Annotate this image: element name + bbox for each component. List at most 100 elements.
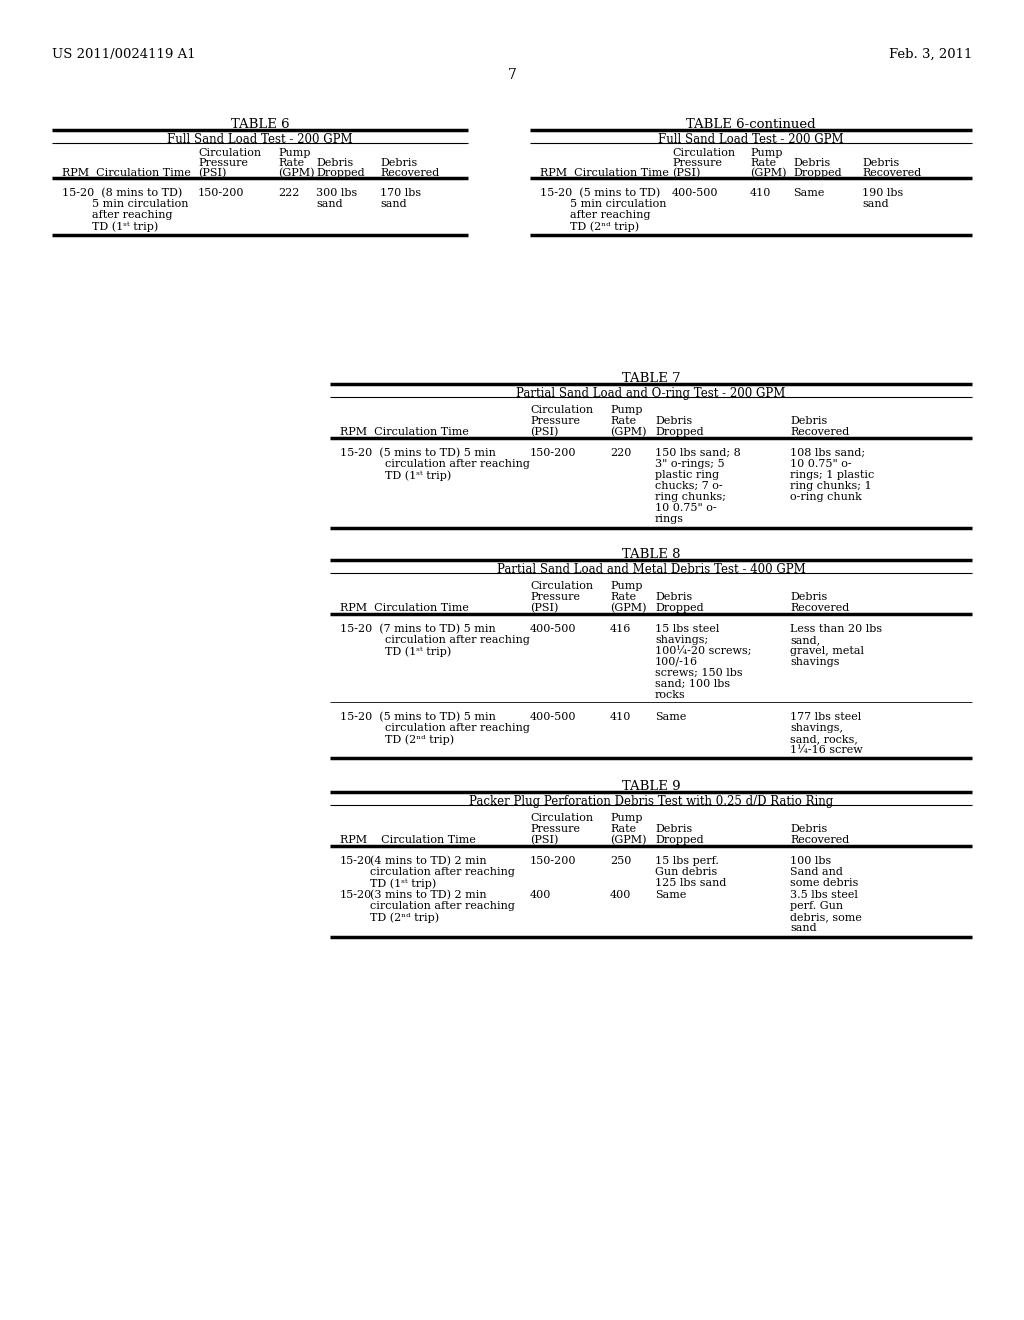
Text: ring chunks;: ring chunks; [655,492,726,502]
Text: Dropped: Dropped [655,426,703,437]
Text: 400-500: 400-500 [530,624,577,634]
Text: 10 0.75" o-: 10 0.75" o- [790,459,852,469]
Text: Debris: Debris [793,158,830,168]
Text: RPM  Circulation Time: RPM Circulation Time [540,168,669,178]
Text: 400: 400 [610,890,632,900]
Text: Pressure: Pressure [530,416,580,426]
Text: 150-200: 150-200 [198,187,245,198]
Text: Packer Plug Perforation Debris Test with 0.25 d/D Ratio Ring: Packer Plug Perforation Debris Test with… [469,795,834,808]
Text: 150-200: 150-200 [530,447,577,458]
Text: circulation after reaching: circulation after reaching [385,635,529,645]
Text: plastic ring: plastic ring [655,470,719,480]
Text: Partial Sand Load and Metal Debris Test - 400 GPM: Partial Sand Load and Metal Debris Test … [497,564,805,576]
Text: Circulation: Circulation [530,405,593,414]
Text: Circulation: Circulation [530,581,593,591]
Text: (GPM): (GPM) [610,426,646,437]
Text: circulation after reaching: circulation after reaching [385,459,529,469]
Text: Pressure: Pressure [672,158,722,168]
Text: 416: 416 [610,624,632,634]
Text: 15-20  (7 mins to TD) 5 min: 15-20 (7 mins to TD) 5 min [340,624,496,635]
Text: 3" o-rings; 5: 3" o-rings; 5 [655,459,725,469]
Text: 410: 410 [610,711,632,722]
Text: 7: 7 [508,69,516,82]
Text: 15-20  (5 mins to TD) 5 min: 15-20 (5 mins to TD) 5 min [340,447,496,458]
Text: TD (1ˢᵗ trip): TD (1ˢᵗ trip) [385,470,452,480]
Text: 177 lbs steel: 177 lbs steel [790,711,861,722]
Text: Recovered: Recovered [862,168,922,178]
Text: US 2011/0024119 A1: US 2011/0024119 A1 [52,48,196,61]
Text: Dropped: Dropped [316,168,365,178]
Text: 5 min circulation: 5 min circulation [570,199,667,209]
Text: Same: Same [655,711,686,722]
Text: Pump: Pump [278,148,310,158]
Text: (3 mins to TD) 2 min: (3 mins to TD) 2 min [370,890,486,900]
Text: Pump: Pump [610,813,642,822]
Text: Pump: Pump [610,405,642,414]
Text: (PSI): (PSI) [672,168,700,178]
Text: Less than 20 lbs: Less than 20 lbs [790,624,882,634]
Text: Rate: Rate [610,591,636,602]
Text: Rate: Rate [610,824,636,834]
Text: Debris: Debris [862,158,899,168]
Text: sand: sand [862,199,889,209]
Text: shavings,: shavings, [790,723,843,733]
Text: 250: 250 [610,855,632,866]
Text: Circulation: Circulation [530,813,593,822]
Text: Rate: Rate [610,416,636,426]
Text: (4 mins to TD) 2 min: (4 mins to TD) 2 min [370,855,486,866]
Text: TD (1ˢᵗ trip): TD (1ˢᵗ trip) [370,878,436,888]
Text: shavings: shavings [790,657,840,667]
Text: Same: Same [655,890,686,900]
Text: Full Sand Load Test - 200 GPM: Full Sand Load Test - 200 GPM [167,133,353,147]
Text: Same: Same [793,187,824,198]
Text: ring chunks; 1: ring chunks; 1 [790,480,871,491]
Text: Rate: Rate [278,158,304,168]
Text: (GPM): (GPM) [750,168,786,178]
Text: TD (2ⁿᵈ trip): TD (2ⁿᵈ trip) [385,734,454,744]
Text: circulation after reaching: circulation after reaching [370,902,515,911]
Text: after reaching: after reaching [570,210,650,220]
Text: some debris: some debris [790,878,858,888]
Text: Partial Sand Load and O-ring Test - 200 GPM: Partial Sand Load and O-ring Test - 200 … [516,387,785,400]
Text: rings; 1 plastic: rings; 1 plastic [790,470,874,480]
Text: circulation after reaching: circulation after reaching [385,723,529,733]
Text: Full Sand Load Test - 200 GPM: Full Sand Load Test - 200 GPM [658,133,844,147]
Text: Feb. 3, 2011: Feb. 3, 2011 [889,48,972,61]
Text: Debris: Debris [790,416,827,426]
Text: Debris: Debris [380,158,417,168]
Text: (PSI): (PSI) [530,836,558,845]
Text: TD (2ⁿᵈ trip): TD (2ⁿᵈ trip) [370,912,439,923]
Text: (PSI): (PSI) [530,603,558,614]
Text: TABLE 9: TABLE 9 [622,780,680,793]
Text: 5 min circulation: 5 min circulation [92,199,188,209]
Text: RPM  Circulation Time: RPM Circulation Time [340,426,469,437]
Text: Pressure: Pressure [530,824,580,834]
Text: TD (2ⁿᵈ trip): TD (2ⁿᵈ trip) [570,220,639,231]
Text: Recovered: Recovered [790,426,849,437]
Text: TD (1ˢᵗ trip): TD (1ˢᵗ trip) [92,220,159,231]
Text: Dropped: Dropped [655,603,703,612]
Text: 400-500: 400-500 [530,711,577,722]
Text: Circulation: Circulation [198,148,261,158]
Text: TABLE 6: TABLE 6 [230,117,290,131]
Text: 15 lbs perf.: 15 lbs perf. [655,855,719,866]
Text: 15-20  (5 mins to TD): 15-20 (5 mins to TD) [540,187,660,198]
Text: Pump: Pump [610,581,642,591]
Text: 3.5 lbs steel: 3.5 lbs steel [790,890,858,900]
Text: Debris: Debris [316,158,353,168]
Text: (PSI): (PSI) [198,168,226,178]
Text: RPM  Circulation Time: RPM Circulation Time [62,168,190,178]
Text: sand,: sand, [790,635,820,645]
Text: perf. Gun: perf. Gun [790,902,843,911]
Text: debris, some: debris, some [790,912,862,921]
Text: Debris: Debris [790,591,827,602]
Text: Pressure: Pressure [530,591,580,602]
Text: 220: 220 [610,447,632,458]
Text: sand: sand [316,199,343,209]
Text: Debris: Debris [655,591,692,602]
Text: Recovered: Recovered [790,603,849,612]
Text: 15-20: 15-20 [340,855,373,866]
Text: Pump: Pump [750,148,782,158]
Text: sand; 100 lbs: sand; 100 lbs [655,678,730,689]
Text: 15-20: 15-20 [340,890,373,900]
